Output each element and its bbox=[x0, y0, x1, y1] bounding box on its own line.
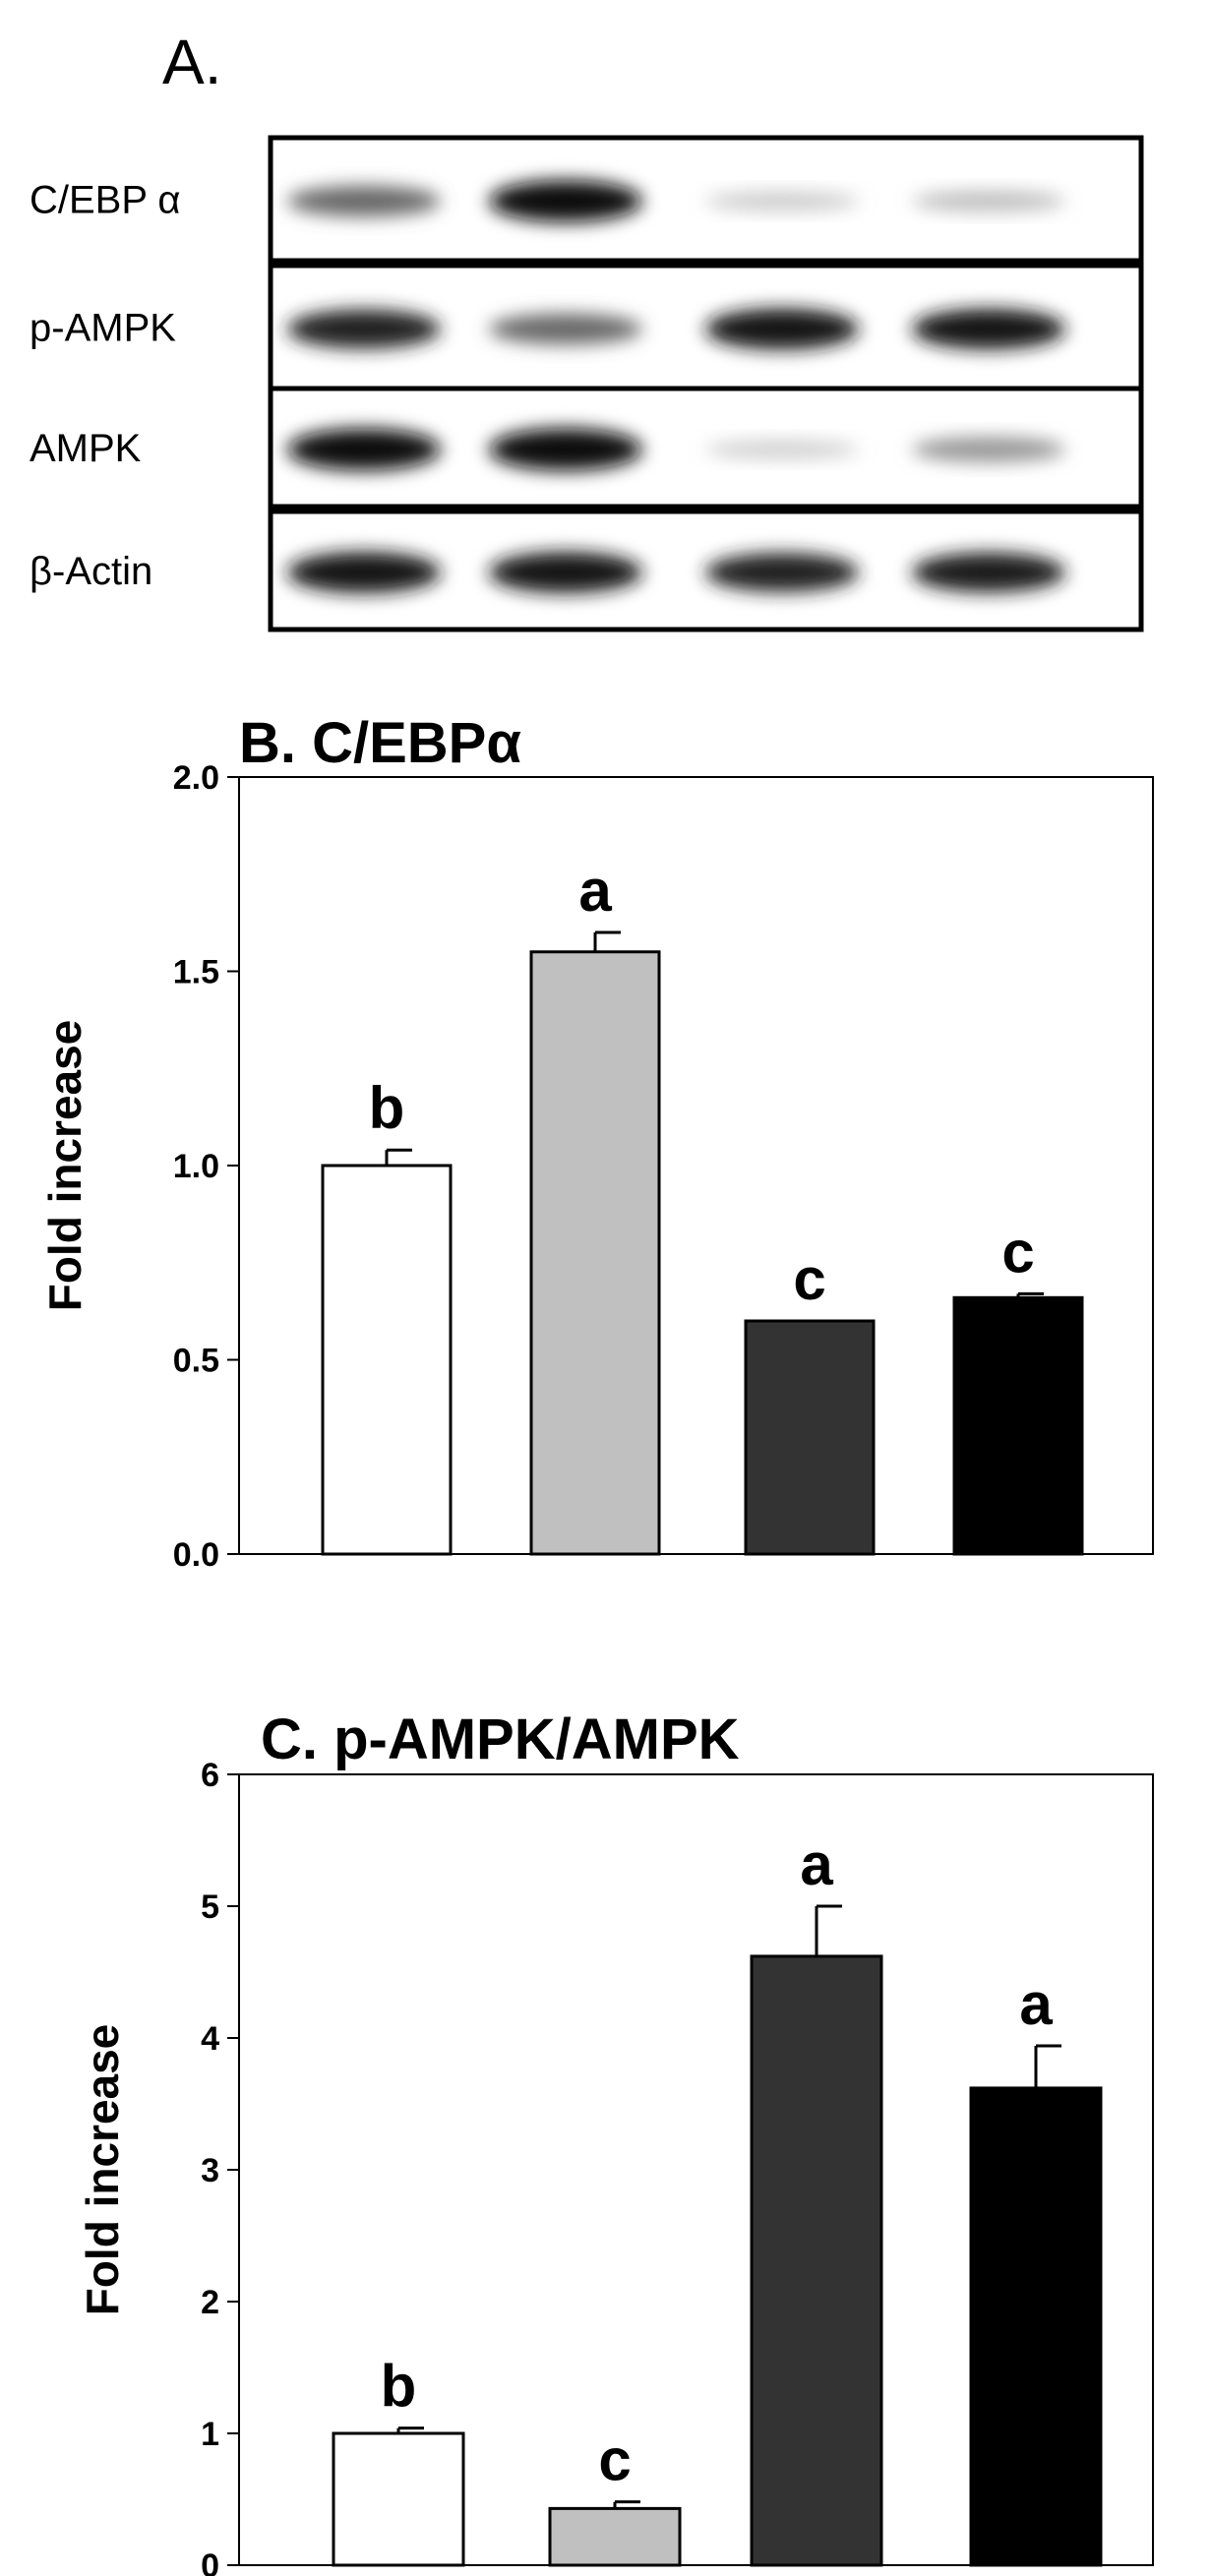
y-tick-label: 1 bbox=[201, 2416, 219, 2453]
bar bbox=[750, 1954, 883, 2567]
significance-letter: a bbox=[800, 1831, 833, 1897]
y-axis-label: Fold increase bbox=[77, 2024, 128, 2316]
significance-letter: b bbox=[381, 2354, 417, 2420]
blot-row: β-Actin bbox=[30, 509, 1144, 632]
panel-a-title: A. bbox=[162, 27, 221, 97]
blot-band bbox=[705, 308, 859, 350]
y-axis-label: Fold increase bbox=[39, 1020, 91, 1312]
blot-band bbox=[287, 309, 441, 349]
y-tick-label: 4 bbox=[201, 2020, 219, 2058]
bar bbox=[548, 2506, 682, 2567]
bar bbox=[529, 950, 661, 1556]
blot-label: p-AMPK bbox=[30, 307, 176, 350]
y-tick-label: 1.5 bbox=[173, 954, 219, 991]
blot-band bbox=[705, 191, 859, 211]
significance-letter: c bbox=[1001, 1219, 1034, 1285]
blot-band bbox=[489, 313, 642, 345]
chart-title: C. p-AMPK/AMPK bbox=[261, 1707, 740, 1771]
blot-band bbox=[489, 180, 642, 222]
y-tick-label: 0 bbox=[201, 2547, 219, 2576]
blot-band bbox=[489, 428, 642, 471]
blot-label: AMPK bbox=[30, 427, 142, 470]
y-tick-label: 5 bbox=[201, 1888, 219, 1926]
blot-band bbox=[489, 552, 642, 593]
blot-band bbox=[287, 428, 441, 471]
bar bbox=[969, 2086, 1103, 2567]
chart-title: B. C/EBPα bbox=[239, 711, 521, 775]
y-tick-label: 0.0 bbox=[173, 1536, 219, 1574]
bar bbox=[332, 2431, 465, 2567]
y-tick-label: 3 bbox=[201, 2152, 219, 2189]
blot-band bbox=[287, 185, 441, 217]
significance-letter: a bbox=[1019, 1971, 1053, 2037]
y-tick-label: 2 bbox=[201, 2284, 219, 2321]
y-tick-label: 0.5 bbox=[173, 1343, 219, 1380]
chart-c: C. p-AMPK/AMPK 0 1 2 3 4 5 6 Fold increase b c a a bbox=[77, 1707, 1154, 2576]
blot-label: C/EBP α bbox=[30, 179, 181, 222]
blot-band bbox=[912, 437, 1065, 462]
blot-band bbox=[287, 552, 441, 593]
significance-letter: c bbox=[793, 1246, 825, 1312]
blot-band bbox=[912, 190, 1065, 212]
significance-letter: a bbox=[578, 858, 612, 924]
bar bbox=[321, 1164, 453, 1556]
western-blot-panel: C/EBP α p-AMPK AMPK β-Actin bbox=[30, 135, 1144, 632]
blot-row: C/EBP α bbox=[30, 135, 1144, 264]
blot-row: p-AMPK bbox=[30, 263, 1144, 391]
y-tick-label: 1.0 bbox=[173, 1148, 219, 1185]
significance-letter: b bbox=[369, 1075, 405, 1141]
y-tick-label: 2.0 bbox=[173, 759, 219, 797]
blot-band bbox=[705, 440, 859, 459]
blot-band bbox=[912, 308, 1065, 350]
bar bbox=[744, 1319, 876, 1556]
blot-row: AMPK bbox=[30, 386, 1144, 509]
blot-band bbox=[912, 552, 1065, 593]
significance-letter: c bbox=[598, 2427, 631, 2493]
y-tick-label: 6 bbox=[201, 1757, 219, 1794]
bar bbox=[952, 1295, 1084, 1556]
chart-b: B. C/EBPα 0.0 0.5 1.0 1.5 2.0 Fold increase b a c… bbox=[39, 711, 1154, 1574]
blot-label: β-Actin bbox=[30, 550, 152, 593]
blot-band bbox=[705, 553, 859, 592]
